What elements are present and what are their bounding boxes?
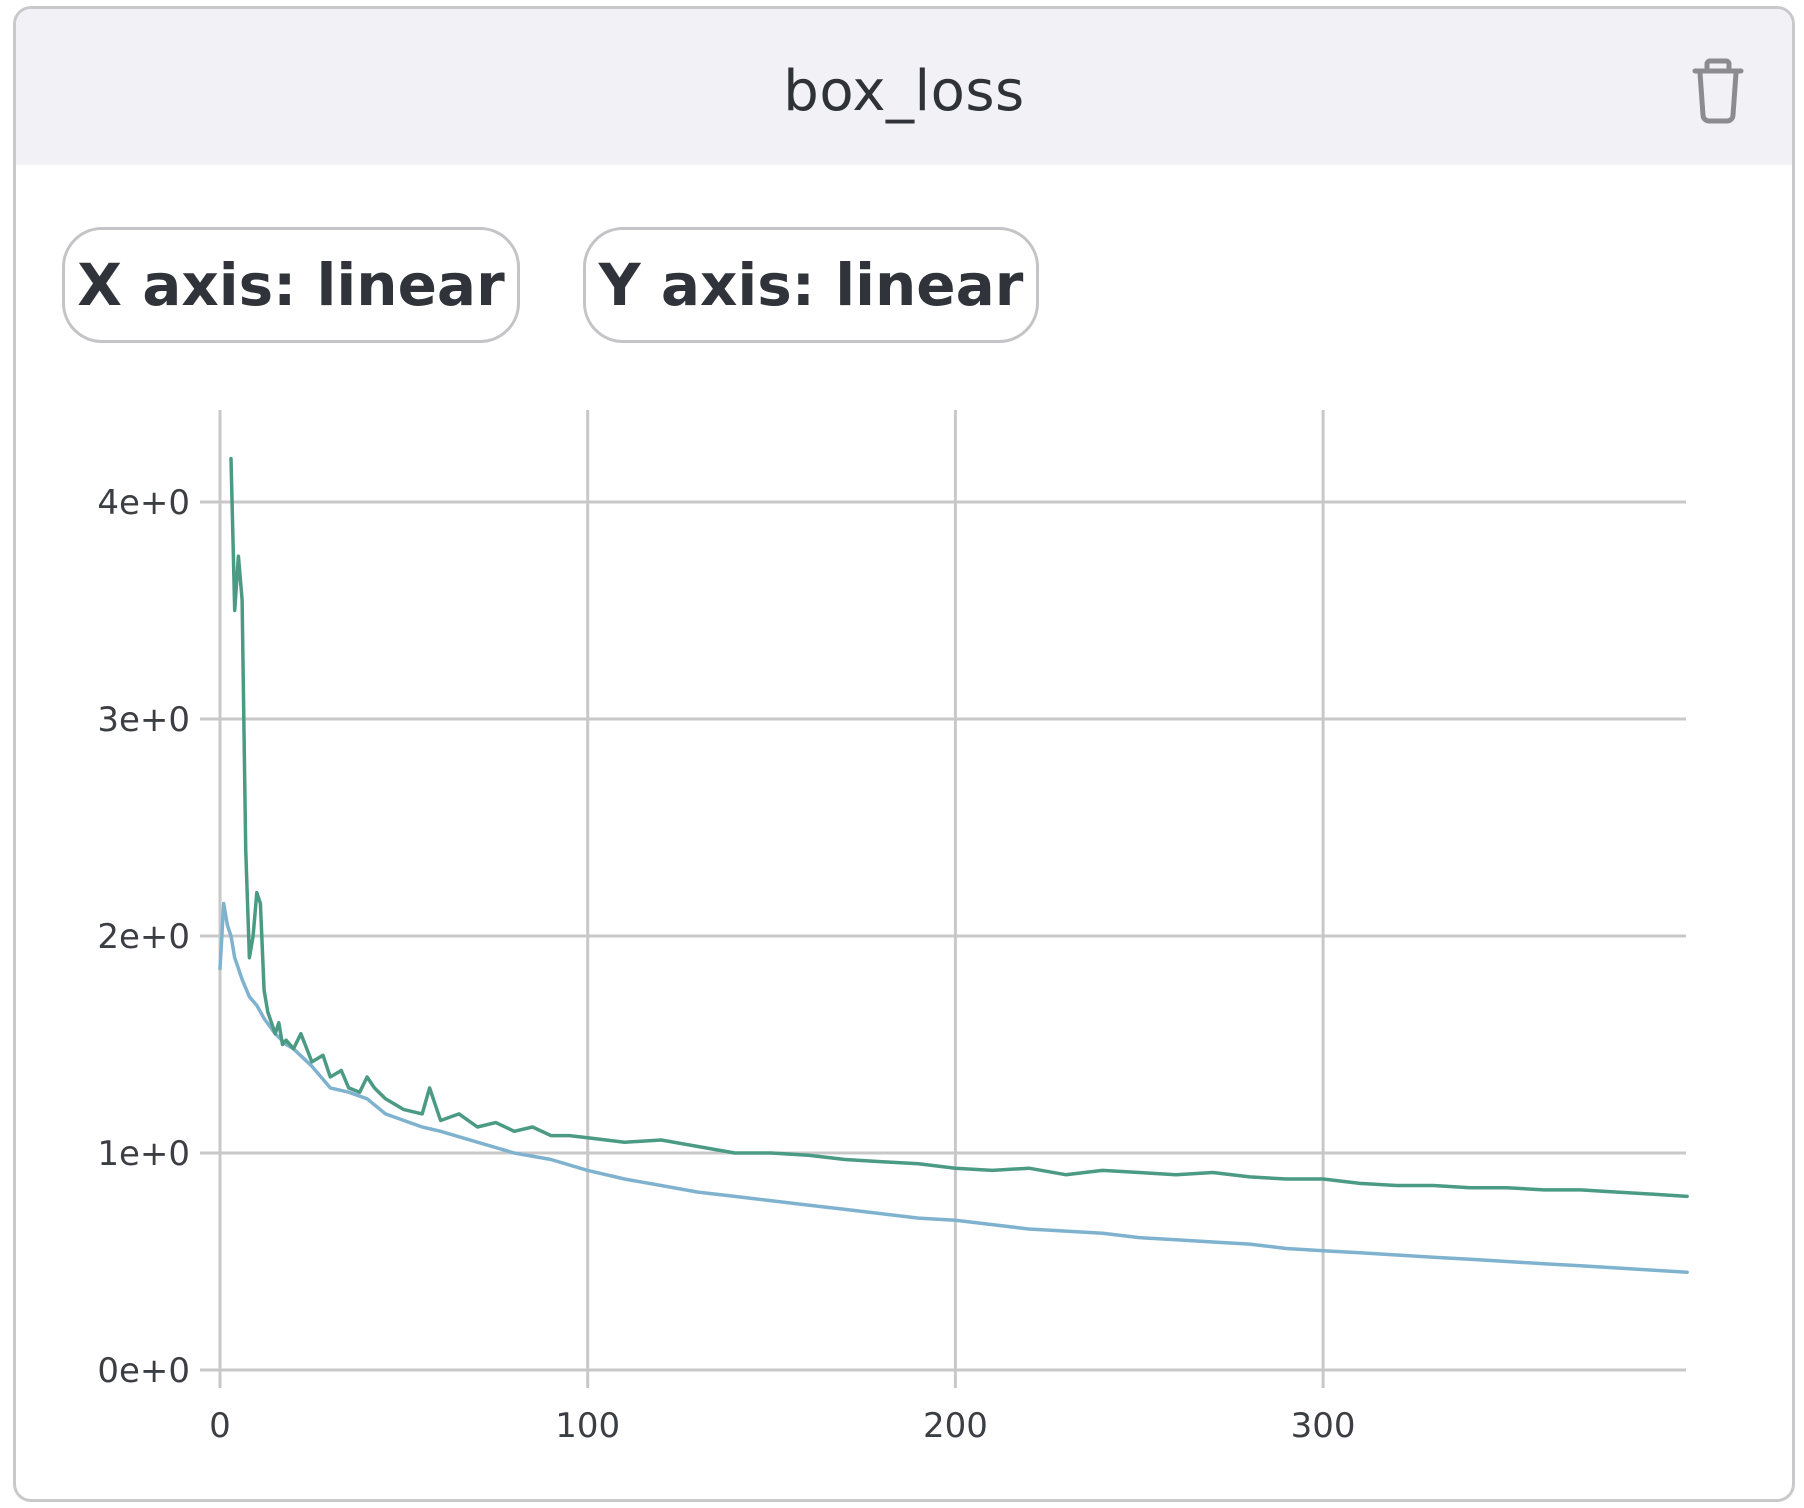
x-tick-label: 200 (923, 1406, 988, 1446)
trash-icon[interactable] (1690, 55, 1746, 125)
chart-card: box_loss X axis: linear Y axis: linear (13, 6, 1795, 1502)
series-line-2 (218, 901, 1689, 1275)
y-tick-label: 0e+0 (97, 1351, 190, 1391)
x-axis-scale-button[interactable]: X axis: linear (62, 227, 520, 343)
y-tick-label: 3e+0 (97, 700, 190, 740)
chart-title: box_loss (783, 59, 1025, 124)
y-tick-label: 1e+0 (97, 1134, 190, 1174)
x-tick-label: 0 (209, 1406, 231, 1446)
x-tick-label: 100 (555, 1406, 620, 1446)
y-tick-label: 4e+0 (97, 483, 190, 523)
y-tick-label: 2e+0 (97, 917, 190, 957)
card-header: box_loss (16, 9, 1792, 165)
y-axis-scale-button[interactable]: Y axis: linear (583, 227, 1039, 343)
x-tick-label: 300 (1291, 1406, 1356, 1446)
series-line-1 (229, 456, 1689, 1199)
